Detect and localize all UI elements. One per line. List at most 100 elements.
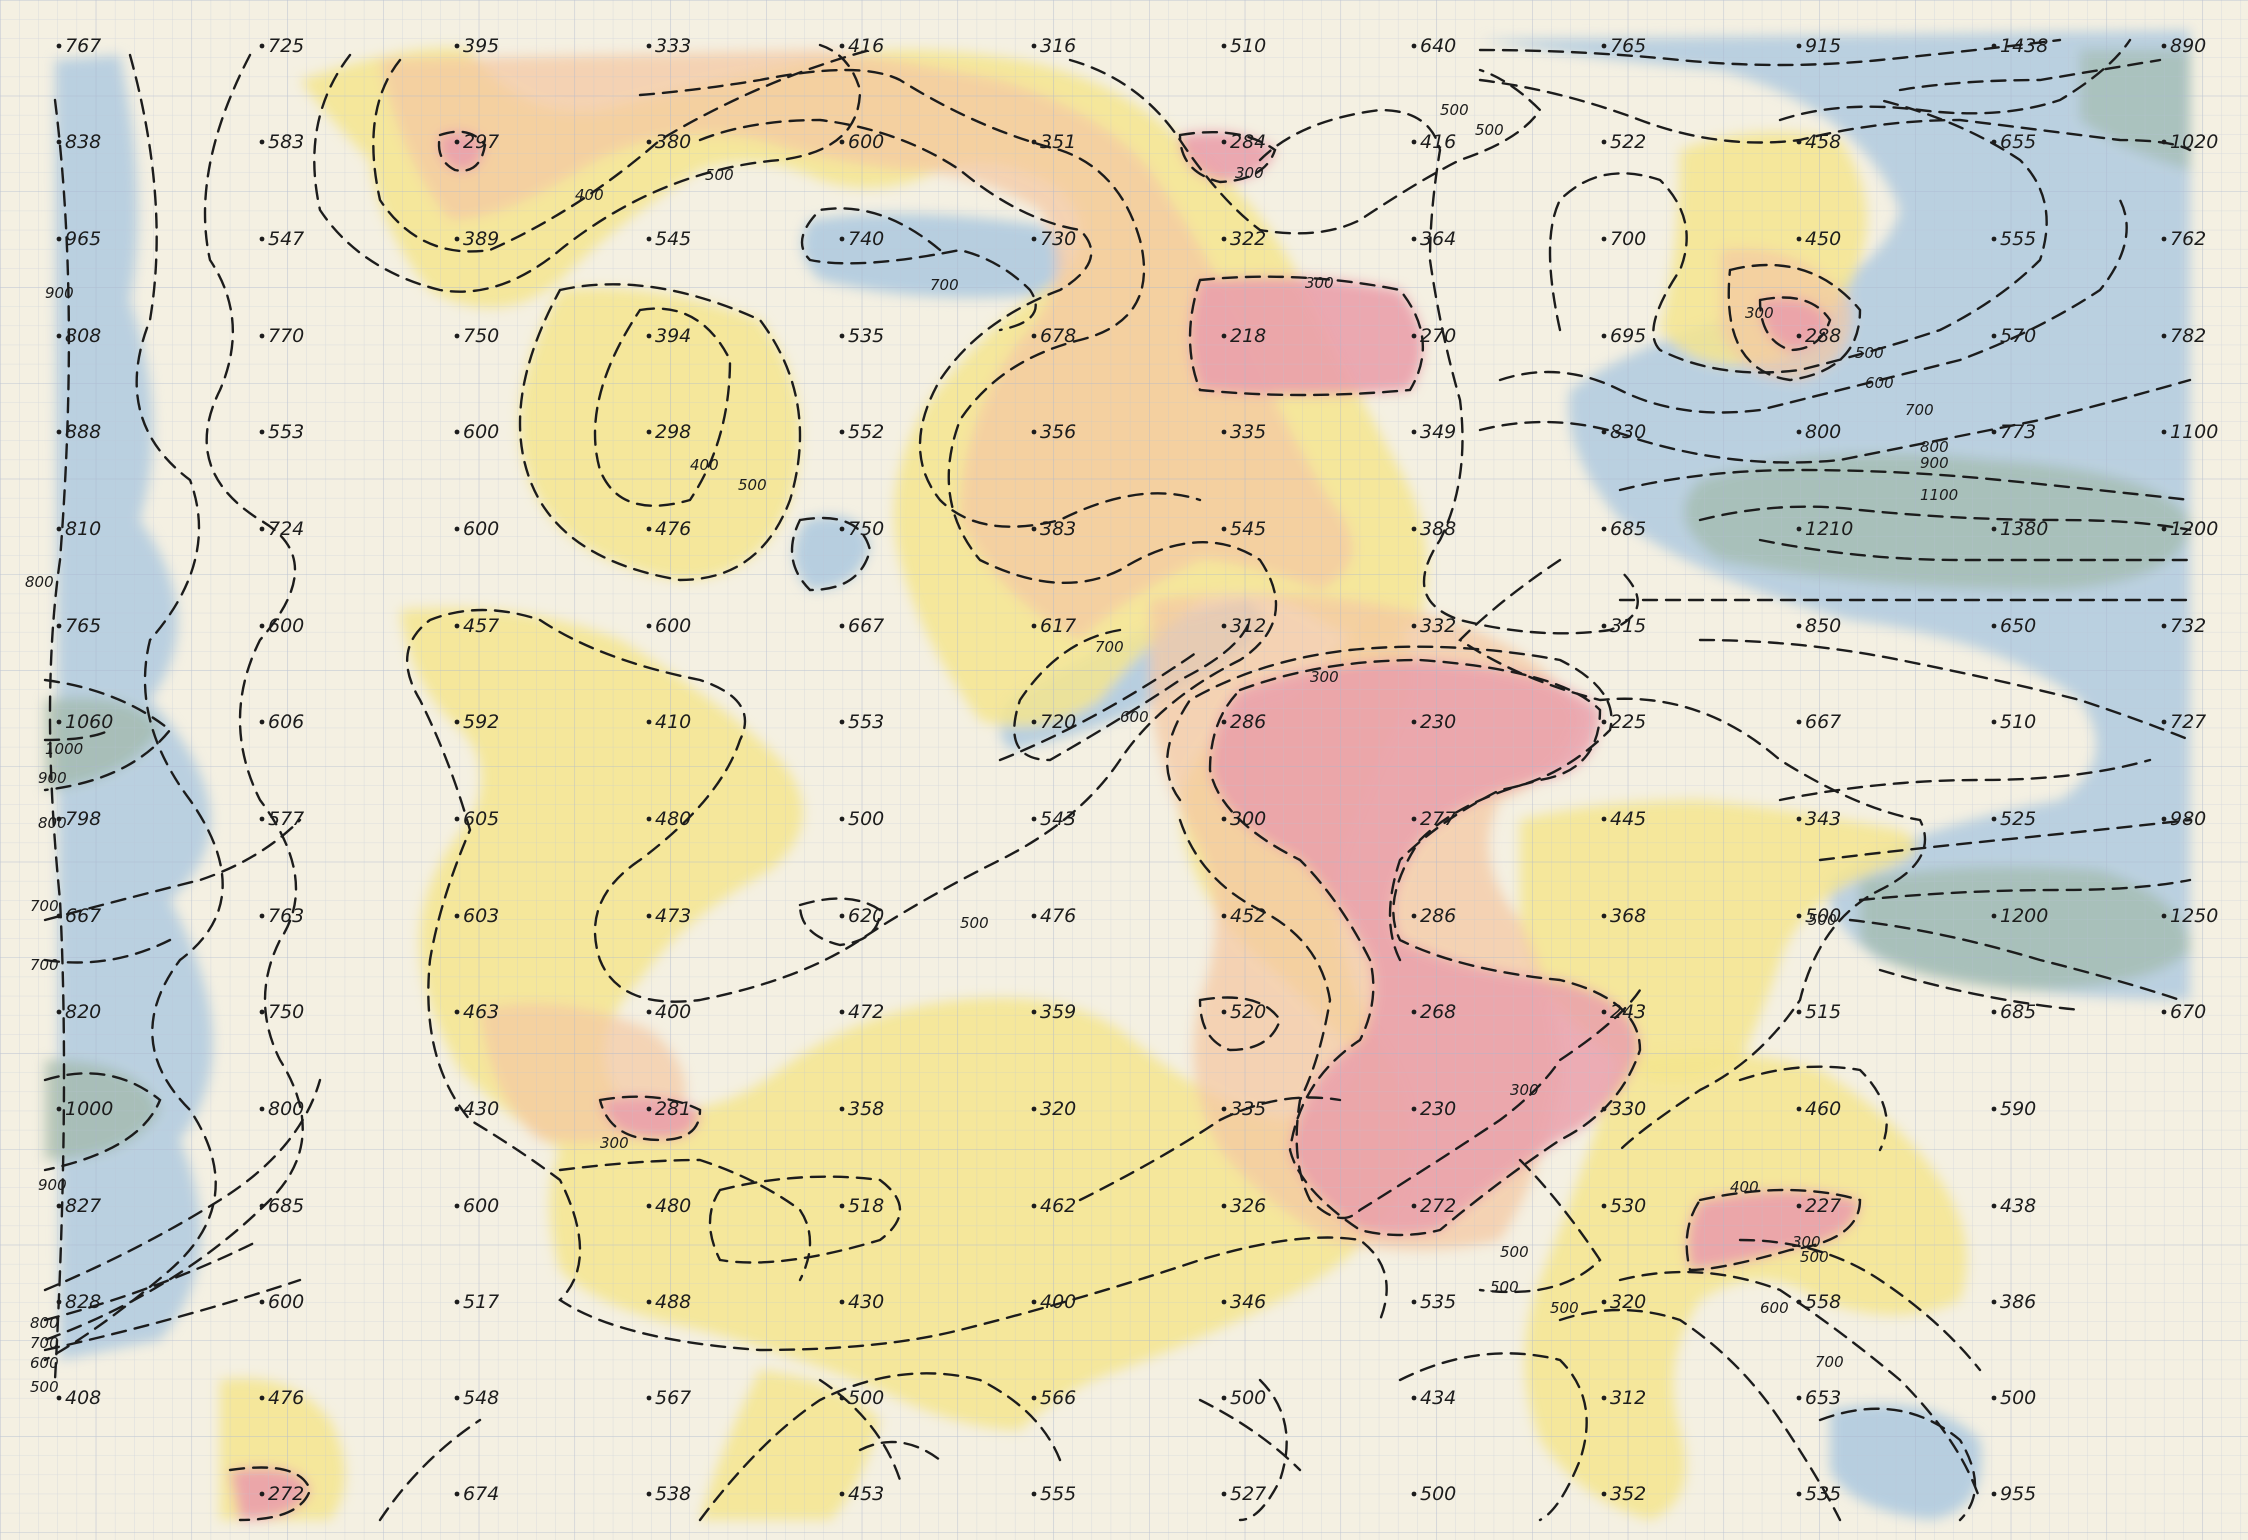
contour-label: 700 [930, 276, 959, 294]
station-dot [1991, 816, 1997, 822]
contour-label: 800 [25, 573, 54, 591]
station-dot [646, 913, 652, 919]
station-dot [1411, 43, 1417, 49]
contour-label: 500 [705, 166, 734, 184]
contour-line [1198, 996, 1282, 1052]
station-dot [646, 429, 652, 435]
contour-label: 700 [1815, 1353, 1844, 1371]
contour-line [1558, 1308, 1842, 1522]
station-value: 674 [463, 1483, 499, 1505]
station-value: 527 [1230, 1483, 1266, 1505]
station-value: 600 [268, 1291, 304, 1313]
station-value: 838 [65, 131, 101, 153]
contour-line [1198, 1398, 1302, 1472]
contour-line [1258, 108, 1639, 635]
contour-line [1758, 296, 1832, 352]
station-dot [259, 623, 265, 629]
station-dot [1991, 333, 1997, 339]
station-value: 763 [268, 905, 304, 927]
station-dot [646, 1009, 652, 1015]
station-value: 450 [1805, 228, 1841, 250]
station-value: 1200 [2000, 905, 2048, 927]
station-value: 510 [1230, 35, 1266, 57]
station-value: 457 [463, 615, 499, 637]
contour-line [43, 53, 224, 1362]
station-value: 1380 [2000, 518, 2048, 540]
station-value: 312 [1230, 615, 1266, 637]
station-value: 312 [1610, 1387, 1646, 1409]
station-dot [1031, 1009, 1037, 1015]
station-value: 725 [268, 35, 304, 57]
station-dot [56, 623, 62, 629]
station-value: 555 [2000, 228, 2036, 250]
contour-line [1548, 98, 2048, 374]
station-dot [1796, 1491, 1802, 1497]
contour-line [800, 207, 1037, 332]
contour-label: 500 [1855, 344, 1884, 362]
station-dot [1601, 429, 1607, 435]
contour-line [437, 130, 487, 172]
station-dot [1411, 1106, 1417, 1112]
contour-label: 600 [1760, 1299, 1789, 1317]
station-dot [839, 1299, 845, 1305]
station-value: 416 [1420, 131, 1456, 153]
contour-label: 700 [30, 956, 59, 974]
contour-line [818, 1378, 902, 1482]
contour-line [1165, 645, 1613, 962]
station-dot [454, 236, 460, 242]
station-dot [56, 139, 62, 145]
station-dot [1991, 913, 1997, 919]
station-value: 218 [1230, 325, 1266, 347]
station-dot [454, 623, 460, 629]
station-dot [646, 1491, 652, 1497]
contour-line [1738, 1238, 1982, 1372]
station-value: 750 [268, 1001, 304, 1023]
station-dot [1411, 816, 1417, 822]
station-value: 1000 [65, 1098, 113, 1120]
station-dot [1601, 43, 1607, 49]
station-dot [2161, 623, 2167, 629]
station-dot [1221, 1491, 1227, 1497]
station-value: 543 [1040, 808, 1076, 830]
contour-label: 300 [1745, 304, 1774, 322]
contour-label: 300 [600, 1134, 629, 1152]
contour-line [1858, 878, 2192, 902]
station-dot [1796, 816, 1802, 822]
station-dot [1411, 913, 1417, 919]
station-dot [259, 1491, 265, 1497]
station-value: 268 [1420, 1001, 1456, 1023]
station-value: 798 [65, 808, 101, 830]
station-dot [1411, 1491, 1417, 1497]
contour-line [43, 938, 172, 964]
contour-line [1618, 1270, 1982, 1502]
station-value: 915 [1805, 35, 1841, 57]
station-value: 463 [463, 1001, 499, 1023]
station-value: 297 [463, 131, 499, 153]
station-dot [839, 526, 845, 532]
station-value: 330 [1610, 1098, 1646, 1120]
contour-label: 500 [30, 1378, 59, 1396]
contour-label: 300 [1310, 668, 1339, 686]
station-dot [1031, 236, 1037, 242]
station-dot [56, 1395, 62, 1401]
station-dot [454, 1491, 460, 1497]
station-value: 500 [848, 1387, 884, 1409]
station-value: 552 [848, 421, 884, 443]
station-value: 955 [2000, 1483, 2036, 1505]
station-value: 335 [1230, 421, 1266, 443]
station-value: 600 [848, 131, 884, 153]
station-dot [1796, 139, 1802, 145]
station-dot [1411, 526, 1417, 532]
contour-label: 600 [1865, 374, 1894, 392]
contour-line [1078, 1096, 1342, 1202]
station-value: 828 [65, 1291, 101, 1313]
station-value: 650 [2000, 615, 2036, 637]
contour-label: 600 [1120, 708, 1149, 726]
station-value: 394 [655, 325, 691, 347]
contour-label: 300 [1510, 1081, 1539, 1099]
contour-line [1878, 968, 2082, 1012]
contour-line [1727, 263, 1862, 382]
contour-line [228, 1466, 312, 1522]
station-dot [1411, 1299, 1417, 1305]
station-dot [454, 719, 460, 725]
